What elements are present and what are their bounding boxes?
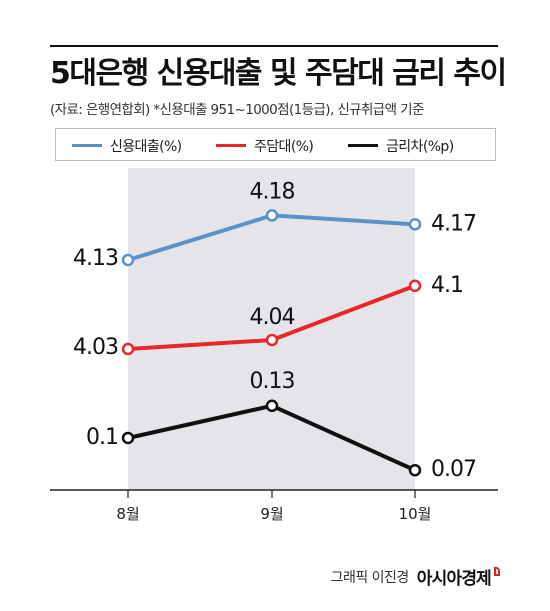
legend-label-credit-loan: 신용대출(%) [110, 138, 182, 155]
legend-label-mortgage: 주담대(%) [254, 138, 314, 155]
legend-swatch-spread [348, 144, 378, 147]
credit: 그래픽 이진경 아시아경제 [331, 564, 500, 589]
data-point-mortgage-1 [121, 342, 135, 356]
data-label-credit-loan-1: 4.13 [73, 246, 118, 271]
top-rule [50, 45, 498, 47]
legend-item-mortgage: 주담대(%) [216, 129, 314, 162]
legend-swatch-mortgage [216, 144, 246, 147]
data-label-spread-1: 0.1 [86, 425, 118, 450]
credit-author: 그래픽 이진경 [330, 569, 410, 586]
chart-title: 5대은행 신용대출 및 주담대 금리 추이 [50, 56, 507, 91]
data-label-mortgage-3: 4.1 [431, 273, 463, 298]
x-tick-label-3: 10월 [399, 505, 432, 523]
legend-swatch-credit-loan [72, 144, 102, 147]
data-label-credit-loan-2: 4.18 [250, 179, 295, 204]
data-point-credit-loan-3 [408, 218, 422, 231]
legend-item-credit-loan: 신용대출(%) [72, 129, 182, 162]
x-tick-label-1: 8월 [116, 505, 139, 523]
source-note: (자료: 은행연합회) *신용대출 951~1000점(1등급), 신규취급액 … [50, 102, 424, 118]
brand-mark-icon [494, 567, 500, 576]
data-label-credit-loan-3: 4.17 [431, 211, 476, 236]
brand-logo: 아시아경제 [416, 569, 492, 589]
legend: 신용대출(%) 주담대(%) 금리차(%p) [55, 128, 496, 161]
data-point-mortgage-3 [408, 279, 422, 293]
data-label-spread-3: 0.07 [431, 457, 476, 482]
data-point-credit-loan-1 [121, 253, 135, 267]
data-label-spread-2: 0.13 [250, 369, 295, 394]
legend-item-spread: 금리차(%p) [348, 129, 454, 162]
data-point-spread-1 [121, 431, 135, 445]
data-point-credit-loan-2 [265, 209, 279, 222]
data-label-mortgage-2: 4.04 [250, 305, 295, 330]
data-point-spread-3 [408, 463, 422, 477]
x-tick-label-2: 9월 [260, 505, 283, 523]
data-label-mortgage-1: 4.03 [73, 335, 118, 360]
legend-label-spread: 금리차(%p) [386, 138, 454, 155]
data-point-mortgage-2 [265, 333, 279, 347]
data-point-spread-2 [265, 399, 279, 413]
